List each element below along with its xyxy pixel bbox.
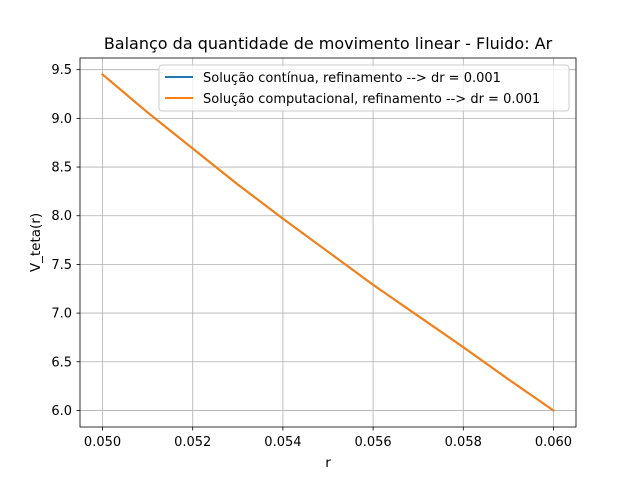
- y-tick-label: 7.0: [51, 307, 72, 322]
- series-line-computational: [101, 73, 555, 412]
- chart-title: Balanço da quantidade de movimento linea…: [104, 34, 553, 53]
- x-tick-label: 0.056: [354, 435, 391, 450]
- legend-label-continuous: Solução contínua, refinamento --> dr = 0…: [203, 71, 501, 86]
- y-tick-label: 6.5: [51, 355, 72, 370]
- legend-label-computational: Solução computacional, refinamento --> d…: [203, 92, 540, 107]
- plot-area-frame: [79, 57, 577, 428]
- x-tick-label: 0.060: [535, 435, 572, 450]
- y-tick-label: 7.5: [51, 258, 72, 273]
- legend: Solução contínua, refinamento --> dr = 0…: [158, 64, 570, 112]
- x-tick-label: 0.052: [174, 435, 211, 450]
- y-axis-label: V_teta(r): [28, 213, 44, 272]
- y-tick-label: 6.0: [51, 404, 72, 419]
- x-tick-label: 0.050: [84, 435, 121, 450]
- y-tick-label: 9.0: [51, 112, 72, 127]
- x-tick-label: 0.054: [264, 435, 301, 450]
- legend-box: [158, 64, 570, 112]
- axis-ticks: 0.050 0.052 0.054 0.056 0.058 0.060 6.0 6.5 7.0 7…: [51, 63, 572, 450]
- y-tick-label: 8.5: [51, 161, 72, 176]
- x-axis-label: r: [325, 455, 331, 471]
- series-line-continuous: [101, 73, 555, 412]
- grid-lines: [80, 58, 576, 427]
- x-tick-label: 0.058: [445, 435, 482, 450]
- y-tick-label: 9.5: [51, 63, 72, 78]
- y-tick-label: 8.0: [51, 209, 72, 224]
- series-lines: [101, 73, 555, 412]
